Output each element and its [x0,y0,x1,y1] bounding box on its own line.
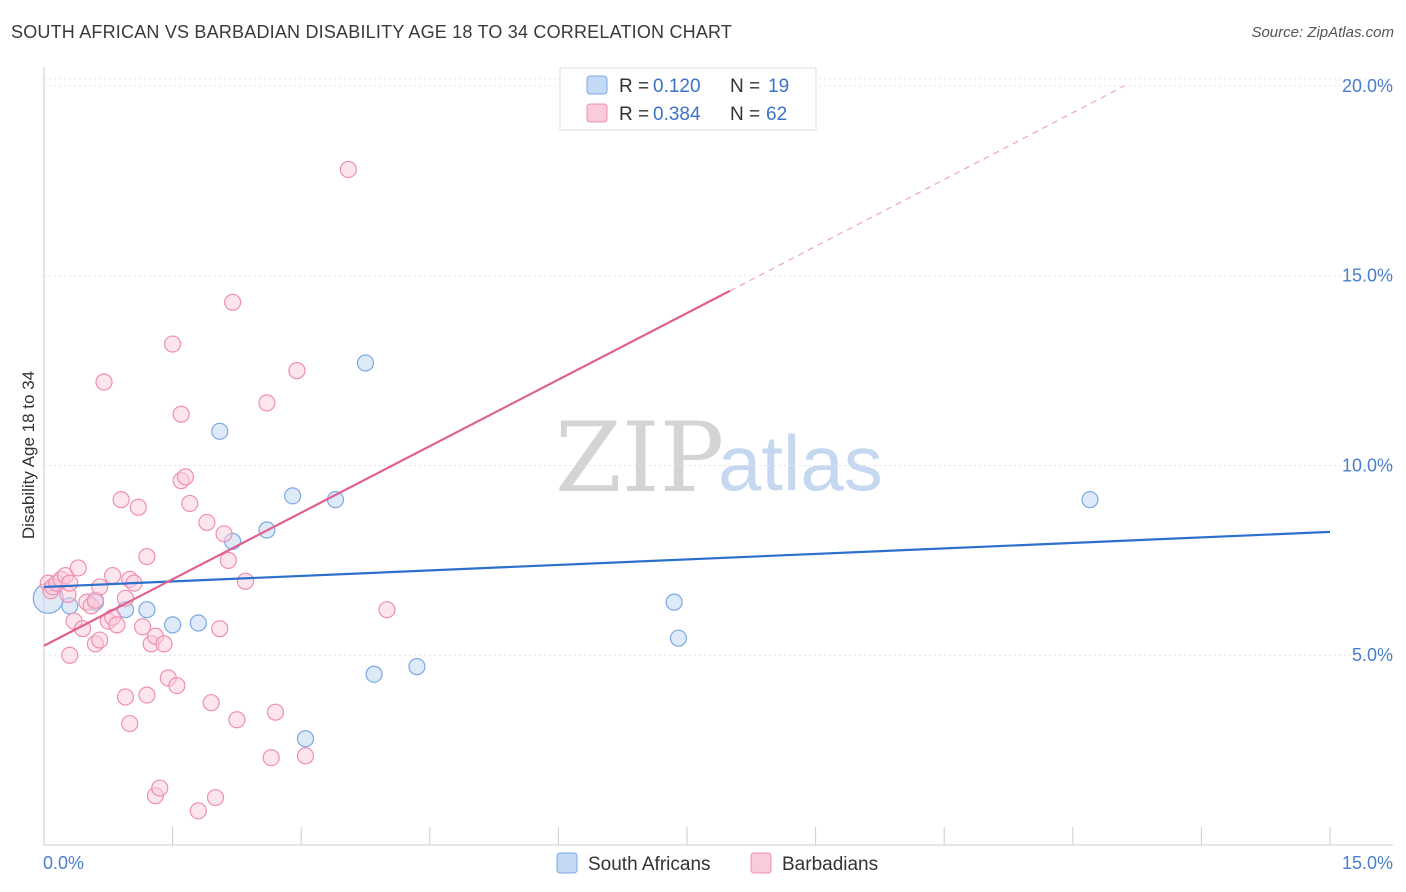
barbadians-point-40 [168,677,186,695]
barbadians-point-49 [211,620,229,638]
barbadians-point-29 [129,498,147,516]
legend-n-value-1: 62 [766,104,787,125]
barbadians-point-22 [108,616,126,634]
barbadians-point-56 [262,749,280,767]
barbadians-point-44 [181,494,199,513]
legend-swatch-barbadians [586,103,608,123]
x-axis-ticks [172,827,1331,845]
barbadians-point-59 [296,747,315,765]
barbadians-point-43 [176,468,195,486]
barbadians-point-23 [112,491,130,509]
south-africans-point-12 [356,354,375,372]
legend-r-value-1: 0.384 [653,104,701,125]
legend-r-label-1: R = [619,104,649,125]
south-africans-point-16 [669,629,688,647]
legend-n-label-0: N = [730,76,760,97]
barbadians-point-41 [172,405,190,423]
barbadians-point-8 [61,646,79,664]
legend-r-value-0: 0.120 [653,76,701,97]
south-africans-point-13 [365,665,383,683]
legend-n-label-1: N = [730,104,760,125]
barbadians-point-53 [228,711,246,729]
barbadians-point-61 [378,601,396,619]
x-tick-label-min: 0.0% [43,853,84,873]
barbadians-point-17 [91,631,109,649]
y-tick-label-3: 20.0% [1342,76,1393,96]
top-legend: R = 0.120 N = 19 R = 0.384 N = 62 [559,67,817,131]
barbadians-point-45 [189,802,207,820]
barbadians-trend-line [43,289,731,647]
y-tick-label-0: 5.0% [1352,645,1393,665]
chart-title: SOUTH AFRICAN VS BARBADIAN DISABILITY AG… [11,22,733,42]
barbadians-point-48 [206,788,225,807]
barbadians-point-50 [215,525,233,543]
barbadians-point-18 [95,373,113,391]
y-tick-labels: 5.0% 10.0% 15.0% 20.0% [1342,76,1393,665]
barbadians-point-58 [288,362,306,380]
barbadians-point-52 [224,293,242,311]
barbadians-point-57 [266,703,285,721]
watermark-atlas: atlas [718,419,883,507]
legend-swatch-south-africans [586,75,608,95]
y-tick-label-1: 10.0% [1342,455,1393,475]
south-africans-point-6 [211,422,229,440]
source-credit: Source: ZipAtlas.com [1251,24,1394,41]
legend-n-value-0: 19 [768,76,789,97]
barbadians-point-60 [339,160,357,179]
barbadians-point-27 [121,714,139,733]
watermark-zip: ZIP [555,402,724,514]
south-africans-point-9 [284,487,302,505]
barbadians-point-30 [133,618,152,636]
south-africans-point-3 [138,601,156,619]
south-africans-point-17 [1081,491,1099,509]
bottom-legend-barbadians[interactable]: Barbadians [782,854,878,875]
barbadians-point-39 [164,335,182,353]
south-africans-point-5 [189,614,207,632]
x-tick-label-max: 15.0% [1342,853,1393,873]
trend-lines [43,85,1331,647]
bottom-legend-swatch-barbadians[interactable] [750,852,772,874]
bottom-legend: South Africans Barbadians [556,852,878,875]
south-africans-trend-line [43,530,1331,589]
y-axis-label: Disability Age 18 to 34 [19,371,38,539]
barbadians-point-16 [91,578,109,596]
bottom-legend-south-africans[interactable]: South Africans [588,854,711,875]
barbadians-trend-extension [729,85,1125,292]
barbadians-point-10 [69,559,87,577]
south-africans-point-14 [408,658,426,676]
south-africans-point-10 [296,730,315,748]
barbadians-point-47 [202,694,220,712]
barbadians-point-25 [116,688,135,706]
barbadians-point-31 [138,547,156,566]
barbadians-point-46 [198,513,216,532]
south-africans-point-15 [665,593,683,611]
barbadians-point-21 [103,566,122,585]
barbadians-points [39,160,396,820]
barbadians-point-36 [151,779,169,797]
legend-r-label-0: R = [619,76,649,97]
bottom-legend-swatch-south-africans[interactable] [556,852,578,874]
barbadians-point-51 [219,551,237,569]
barbadians-point-7 [61,574,79,592]
barbadians-point-32 [138,686,156,704]
grid-lines [44,78,1393,656]
y-tick-label-2: 15.0% [1342,266,1393,286]
south-africans-point-4 [164,616,182,634]
barbadians-point-54 [236,572,255,590]
barbadians-point-37 [155,635,173,653]
barbadians-point-55 [258,394,276,412]
